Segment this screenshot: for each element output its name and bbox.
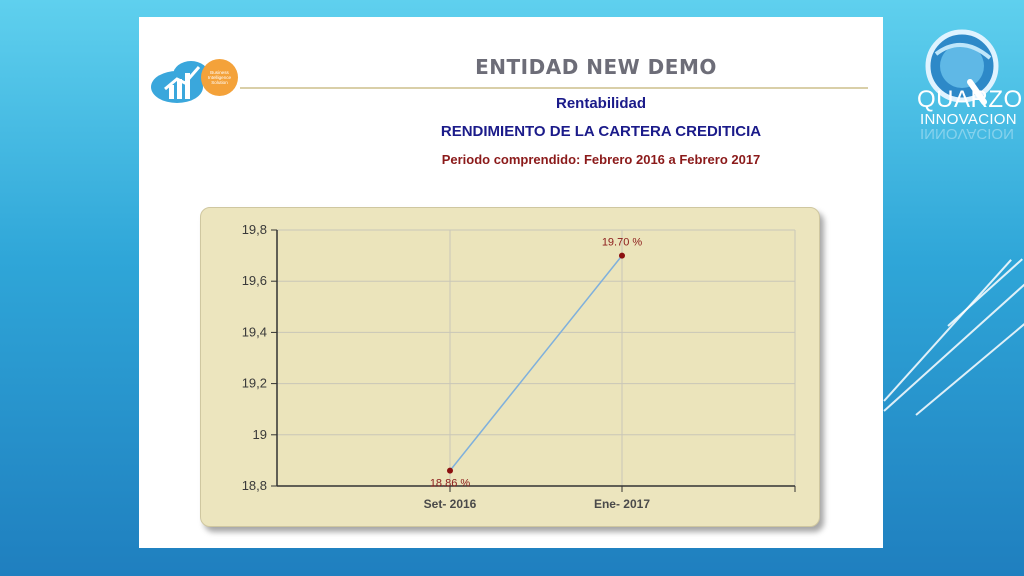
decorative-line — [915, 311, 1024, 416]
badge-text-line: Solution — [211, 80, 228, 85]
decorative-line — [883, 283, 1024, 412]
data-point — [619, 252, 625, 259]
brand-subtitle-reflection: INNOVACION — [920, 126, 1014, 142]
entity-title: ENTIDAD NEW DEMO — [475, 55, 717, 79]
plot-area — [277, 230, 795, 486]
badge-text-line: Intelligence — [207, 75, 232, 80]
x-tick-label: Ene- 2017 — [594, 497, 650, 511]
business-intelligence-badge: Business Intelligence Solution — [201, 59, 238, 96]
cloud-chart-logo-icon — [151, 61, 209, 103]
badge-text-line: Business — [210, 70, 229, 75]
y-tick-label: 19 — [253, 427, 267, 442]
chart-panel: 19,8 19,6 19,4 19,2 19 18,8 Set- 2016 Ene- 2017… — [200, 207, 820, 527]
data-label: 18.86 % — [430, 478, 471, 490]
decorative-line — [947, 258, 1023, 327]
y-tick-label: 19,4 — [242, 324, 267, 339]
report-slide: Business Intelligence Solution ENTIDAD N… — [139, 17, 883, 548]
line-chart: 19,8 19,6 19,4 19,2 19 18,8 Set- 2016 Ene- 2017… — [242, 222, 796, 511]
brand-subtitle: INNOVACION — [920, 111, 1017, 128]
brand-name: QUARZO — [917, 86, 1023, 113]
header-divider — [240, 87, 868, 89]
y-tick-label: 19,2 — [242, 376, 267, 391]
decorative-line — [883, 259, 1012, 402]
y-tick-label: 19,6 — [242, 273, 267, 288]
quarzo-logo-icon — [925, 29, 999, 105]
y-tick-label: 18,8 — [242, 478, 267, 493]
series-line — [449, 255, 623, 472]
x-tick-label: Set- 2016 — [424, 497, 477, 511]
data-point — [447, 467, 453, 474]
data-label: 19.70 % — [602, 237, 643, 249]
report-title: RENDIMIENTO DE LA CARTERA CREDITICIA — [440, 123, 762, 140]
y-tick-label: 19,8 — [242, 222, 267, 237]
section-title: Rentabilidad — [555, 95, 646, 112]
period-text: Periodo comprendido: Febrero 2016 a Febr… — [441, 152, 761, 167]
